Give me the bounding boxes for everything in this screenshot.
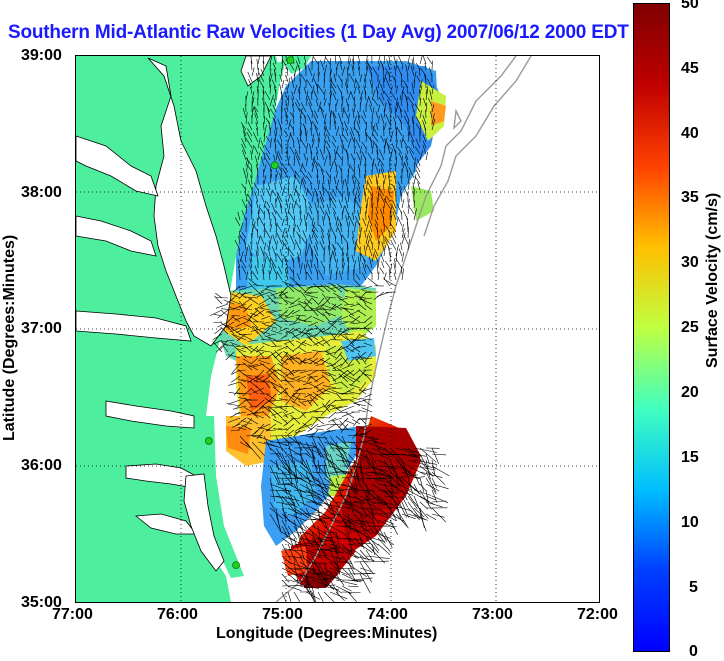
velocity-arrow — [396, 244, 399, 256]
velocity-arrow — [402, 233, 405, 244]
velocity-arrow — [432, 501, 446, 502]
velocity-arrow — [336, 592, 345, 601]
velocity-arrow — [380, 268, 384, 274]
velocity-arrow — [402, 224, 404, 232]
velocity-arrow — [427, 57, 432, 64]
velocity-arrow — [378, 532, 394, 545]
velocity-arrow — [381, 254, 384, 263]
velocity-arrow — [352, 419, 360, 424]
colorbar-tick: 0 — [689, 643, 698, 661]
velocity-arrow — [384, 526, 397, 527]
velocity-arrow — [358, 410, 366, 412]
velocity-arrow — [402, 496, 408, 507]
velocity-arrow — [368, 278, 378, 286]
x-tick-label: 72:00 — [577, 606, 618, 624]
velocity-arrow — [420, 514, 426, 531]
velocity-arrow — [342, 586, 352, 591]
velocity-arrow — [408, 496, 417, 509]
velocity-arrow — [426, 478, 436, 494]
velocity-arrow — [396, 258, 403, 268]
velocity-arrow — [402, 514, 416, 519]
x-tick-label: 75:00 — [262, 606, 303, 624]
map-plot-area[interactable] — [75, 55, 600, 603]
colorbar-tick: 50 — [681, 0, 699, 13]
x-axis-label: Longitude (Degrees:Minutes) — [216, 625, 437, 643]
velocity-arrow — [330, 592, 347, 599]
velocity-arrow — [282, 80, 284, 88]
velocity-arrow — [316, 429, 324, 430]
velocity-arrow — [377, 262, 378, 274]
station-marker — [271, 162, 278, 169]
colorbar-tick: 40 — [681, 125, 699, 143]
velocity-arrow — [342, 412, 354, 417]
velocity-arrow — [366, 544, 374, 551]
velocity-arrow — [432, 508, 446, 522]
velocity-arrow — [342, 592, 361, 593]
x-tick-label: 77:00 — [52, 606, 93, 624]
colorbar-label: Surface Velocity (cm/s) — [704, 193, 722, 368]
velocity-arrow — [388, 246, 390, 256]
colorbar-tick: 25 — [681, 319, 699, 337]
velocity-arrow — [402, 268, 404, 280]
y-tick-label: 38:00 — [21, 184, 62, 202]
velocity-arrow — [385, 261, 390, 268]
station-marker — [287, 57, 294, 64]
colorbar-tick: 45 — [681, 60, 699, 78]
velocity-arrow — [348, 592, 361, 602]
y-tick-label: 36:00 — [21, 457, 62, 475]
velocity-arrow — [396, 514, 409, 528]
y-tick-label: 37:00 — [21, 320, 62, 338]
colorbar — [633, 3, 670, 652]
velocity-arrow — [402, 199, 404, 208]
velocity-arrow — [432, 484, 449, 489]
velocity-arrow — [348, 586, 359, 587]
station-marker — [233, 562, 240, 569]
velocity-arrow — [366, 561, 389, 562]
velocity-arrow — [413, 57, 414, 64]
colorbar-tick: 10 — [681, 514, 699, 532]
velocity-arrow — [381, 261, 384, 268]
velocity-arrow — [420, 478, 424, 492]
velocity-arrow — [415, 176, 420, 184]
velocity-arrow — [414, 174, 416, 184]
x-tick-label: 74:00 — [367, 606, 408, 624]
velocity-arrow — [423, 56, 426, 64]
station-marker — [205, 437, 212, 444]
velocity-arrow — [294, 592, 300, 602]
velocity-arrow — [324, 592, 339, 602]
velocity-arrow — [397, 216, 402, 226]
velocity-arrow — [364, 394, 372, 397]
velocity-arrow — [384, 532, 392, 548]
velocity-arrow — [426, 152, 428, 160]
velocity-arrow — [408, 227, 409, 238]
velocity-arrow — [420, 56, 422, 64]
velocity-arrow — [432, 472, 445, 485]
velocity-arrow — [432, 61, 433, 70]
x-tick-label: 73:00 — [472, 606, 513, 624]
colorbar-tick: 5 — [689, 579, 698, 597]
velocity-arrow — [399, 249, 402, 256]
velocity-arrow — [318, 592, 326, 602]
velocity-arrow — [410, 208, 414, 214]
velocity-arrow — [402, 252, 404, 262]
velocity-arrow — [389, 269, 390, 281]
y-tick-label: 39:00 — [21, 47, 62, 65]
colorbar-tick: 15 — [681, 449, 699, 467]
chart-title: Southern Mid-Atlantic Raw Velocities (1 … — [8, 22, 629, 44]
velocity-arrow — [404, 235, 408, 244]
velocity-arrow — [288, 592, 292, 602]
velocity-arrow — [339, 418, 349, 428]
velocity-arrow — [432, 454, 446, 455]
colorbar-tick: 35 — [681, 189, 699, 207]
velocity-arrow — [227, 404, 241, 407]
colorbar-gradient — [634, 4, 669, 651]
map-svg — [76, 56, 599, 602]
colorbar-tick: 30 — [681, 254, 699, 272]
velocity-arrow — [317, 424, 330, 427]
colorbar-tick: 20 — [681, 384, 699, 402]
velocity-arrow — [345, 420, 354, 424]
y-axis-label: Latitude (Degrees:Minutes) — [1, 235, 19, 441]
x-tick-label: 76:00 — [157, 606, 198, 624]
